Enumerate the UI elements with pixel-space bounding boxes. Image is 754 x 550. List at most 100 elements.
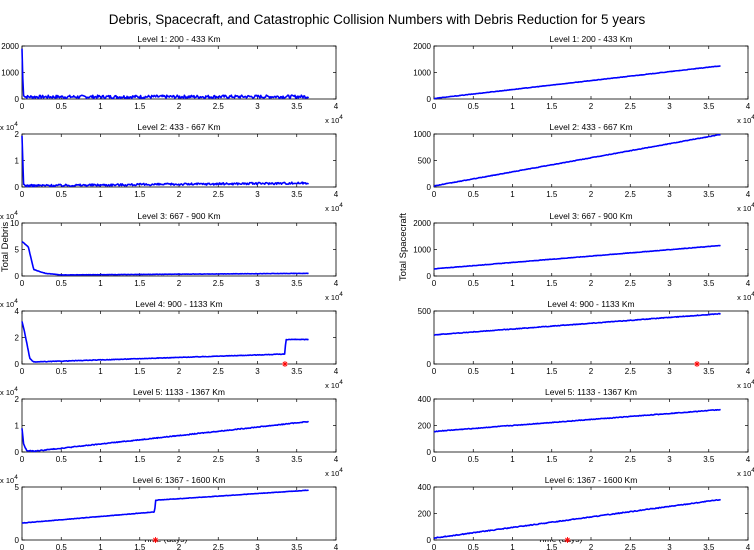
x-tick-label: 0.5 [468,455,480,464]
plot-area [433,310,749,365]
x-tick-label: 4 [334,455,339,464]
x-exponent: x 104 [737,291,754,302]
x-tick-label: 2.5 [625,367,637,376]
x-tick-label: 1 [98,102,103,111]
x-exponent: x 104 [737,379,754,390]
x-tick-label: 2 [589,190,594,199]
x-tick-label: 3.5 [291,190,303,199]
x-tick-label: 1.5 [546,367,558,376]
plot-area [21,133,337,188]
y-tick-label: 1 [15,157,20,166]
x-tick-label: 0.5 [468,102,480,111]
panel-title: Level 3: 667 - 900 Km [549,211,632,221]
y-tick-label: 400 [418,483,432,492]
x-tick-label: 2 [177,279,182,288]
x-tick-label: 3 [667,102,672,111]
x-tick-label: 3 [667,455,672,464]
right-ylabel: Total Spacecraft [398,213,409,281]
y-exponent: x 104 [0,121,18,132]
plot-area [21,486,337,541]
panel-title: Level 2: 433 - 667 Km [549,122,632,132]
y-tick-label: 0 [15,360,20,369]
panel-title: Level 4: 900 - 1133 Km [547,299,634,309]
y-tick-label: 0 [427,360,432,369]
panel-title: Level 3: 667 - 900 Km [137,211,220,221]
x-tick-label: 2.5 [213,455,225,464]
y-tick-label: 200 [418,510,432,519]
x-tick-label: 1 [510,279,515,288]
collision-marker [152,537,159,543]
x-tick-label: 0 [20,543,25,550]
x-tick-label: 2 [589,455,594,464]
y-tick-label: 0 [15,272,20,281]
x-tick-label: 4 [746,190,751,199]
x-tick-label: 3.5 [291,279,303,288]
y-tick-label: 0 [15,95,20,104]
x-tick-label: 1 [510,190,515,199]
panel-title: Level 1: 200 - 433 Km [549,34,632,44]
x-tick-label: 2 [177,455,182,464]
x-tick-label: 0.5 [468,543,480,550]
x-tick-label: 0 [20,279,25,288]
y-tick-label: 1000 [413,246,431,255]
series-line [21,420,310,453]
panel-spacecraft-level-3: Level 3: 667 - 900 Km 0 0.5 1 1.5 2 2.5 3 3.5 4 x … [413,211,754,302]
panel-spacecraft-level-1: Level 1: 200 - 433 Km 0 0.5 1 1.5 2 2.5 3 3.5 4 x … [413,34,754,125]
x-tick-label: 2.5 [625,190,637,199]
x-tick-label: 0 [432,102,437,111]
y-tick-label: 2000 [413,42,431,51]
panel-debris-level-3: Level 3: 667 - 900 Km 0 0.5 1 1.5 2 2.5 3 3.5 4 x … [0,210,343,302]
y-tick-label: 4 [15,307,20,316]
series-line [21,48,310,100]
series-line [433,312,721,336]
y-tick-label: 5 [15,246,20,255]
marker-stroke [282,361,288,367]
x-tick-label: 1.5 [134,279,146,288]
x-tick-label: 4 [746,102,751,111]
panel-title: Level 1: 200 - 433 Km [137,34,220,44]
panel-title: Level 5: 1133 - 1367 Km [545,387,637,397]
x-tick-label: 2 [177,367,182,376]
panel-debris-level-2: Level 2: 433 - 667 Km 0 0.5 1 1.5 2 2.5 3 3.5 4 x … [0,121,343,213]
x-tick-label: 0.5 [56,455,68,464]
x-tick-label: 3 [255,367,260,376]
x-tick-label: 1.5 [546,455,558,464]
panel-title: Level 5: 1133 - 1367 Km [133,387,225,397]
y-tick-label: 0 [427,272,432,281]
x-tick-label: 3.5 [703,102,715,111]
x-tick-label: 0 [20,367,25,376]
y-exponent: x 104 [0,298,18,309]
x-tick-label: 2.5 [625,102,637,111]
y-tick-label: 0 [427,95,432,104]
series-line [21,489,309,524]
panel-spacecraft-level-2: Level 2: 433 - 667 Km 0 0.5 1 1.5 2 2.5 3 3.5 4 x … [413,122,754,213]
x-tick-label: 3 [667,367,672,376]
x-exponent: x 104 [737,202,754,213]
x-tick-label: 4 [746,543,751,550]
y-tick-label: 10 [10,219,19,228]
panel-title: Level 2: 433 - 667 Km [137,122,220,132]
y-tick-label: 0 [427,536,432,545]
x-tick-label: 3 [255,543,260,550]
plot-area [433,222,749,277]
y-tick-label: 0 [15,536,20,545]
x-tick-label: 3 [255,279,260,288]
panel-spacecraft-level-4: Level 4: 900 - 1133 Km 0 0.5 1 1.5 2 2.5 3 3.5 4 x… [418,299,754,390]
x-tick-label: 3 [255,190,260,199]
x-tick-label: 1.5 [134,543,146,550]
x-tick-label: 0.5 [56,102,68,111]
y-tick-label: 500 [418,157,432,166]
x-tick-label: 3.5 [703,367,715,376]
panel-spacecraft-level-5: Level 5: 1133 - 1367 Km 0 0.5 1 1.5 2 2.5 3 3.5 4… [418,387,754,478]
y-tick-label: 1000 [1,69,19,78]
x-tick-label: 1.5 [134,102,146,111]
x-tick-label: 0.5 [468,190,480,199]
x-tick-label: 2 [177,102,182,111]
x-tick-label: 2.5 [625,455,637,464]
plot-area [433,133,749,188]
series-line [21,240,309,276]
plot-area [21,222,337,277]
x-tick-label: 0.5 [468,367,480,376]
y-tick-label: 1000 [413,69,431,78]
x-tick-label: 2 [177,543,182,550]
